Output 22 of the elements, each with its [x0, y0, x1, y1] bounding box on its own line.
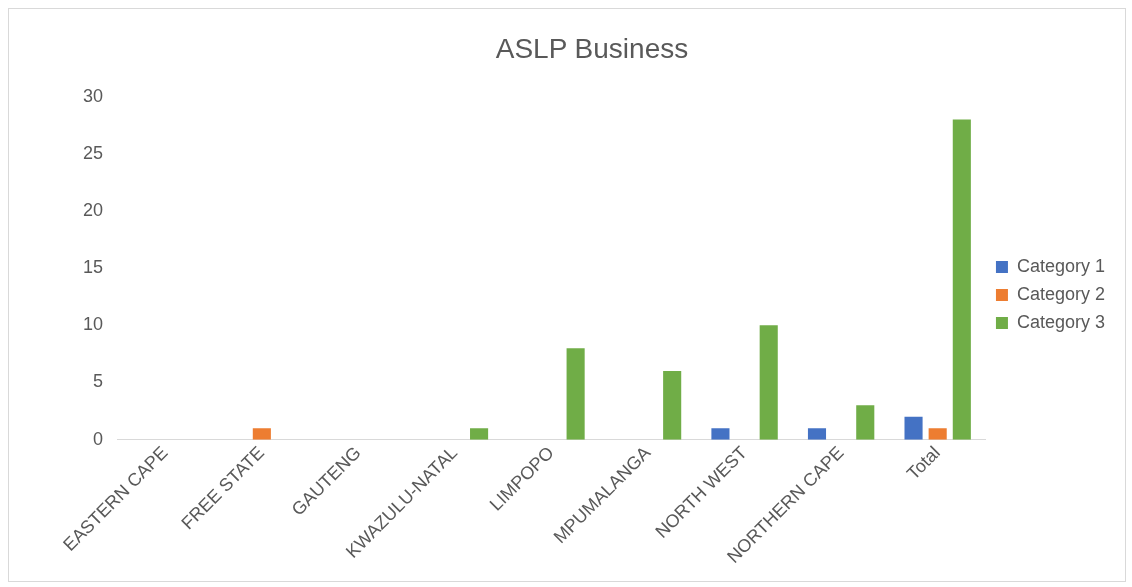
y-tick-label: 15 [82, 257, 104, 278]
bar [904, 416, 923, 440]
bar [663, 371, 682, 440]
legend-label: Category 1 [1016, 255, 1106, 276]
bar [252, 428, 271, 440]
bar [759, 325, 778, 440]
legend-label: Category 2 [1016, 283, 1106, 304]
bar [952, 119, 971, 440]
chart-title: ASLP Business [495, 32, 689, 64]
bar [711, 428, 730, 440]
y-tick-label: 5 [93, 371, 104, 392]
legend-label: Category 3 [1016, 311, 1106, 332]
bar [856, 405, 875, 440]
bar [928, 428, 947, 440]
bar [807, 428, 827, 440]
bar [566, 348, 585, 440]
y-tick-label: 10 [82, 314, 104, 335]
bar [470, 428, 489, 440]
y-tick-label: 20 [82, 199, 104, 220]
y-tick-label: 25 [82, 142, 104, 163]
y-tick-label: 30 [82, 85, 104, 106]
y-tick-label: 0 [93, 428, 104, 449]
